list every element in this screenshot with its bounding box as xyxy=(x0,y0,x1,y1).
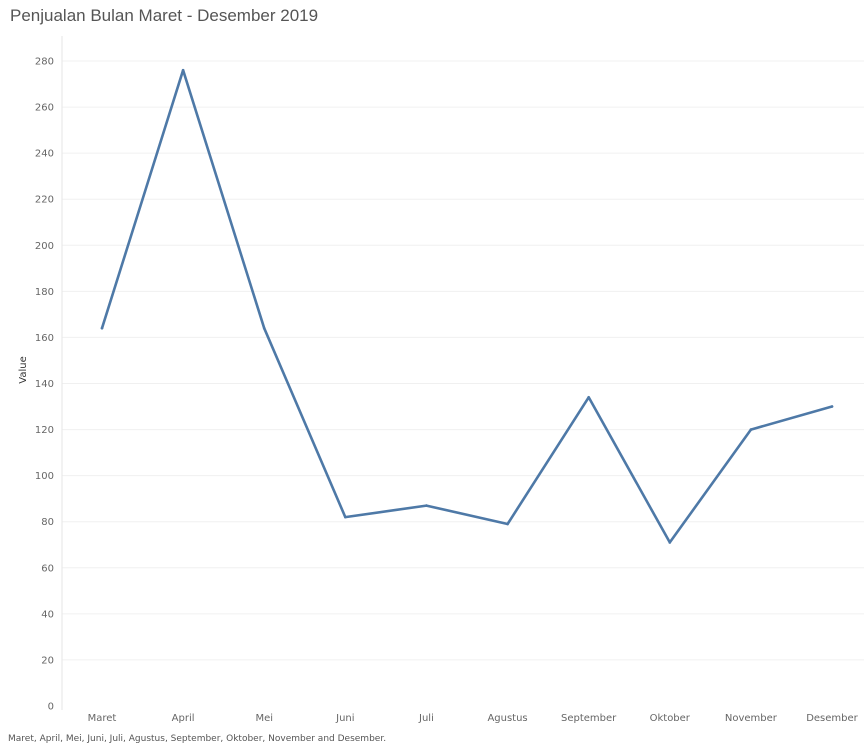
data-point xyxy=(344,515,347,519)
chart-title: Penjualan Bulan Maret - Desember 2019 xyxy=(10,6,319,25)
data-point xyxy=(506,522,509,526)
y-tick-label: 200 xyxy=(35,241,54,252)
data-point xyxy=(425,504,428,507)
x-tick-label: Juli xyxy=(418,713,434,724)
x-tick-label: September xyxy=(561,713,617,724)
x-tick-label: Mei xyxy=(255,713,273,724)
data-point xyxy=(749,428,753,431)
data-point xyxy=(262,326,266,330)
series-line xyxy=(100,68,834,544)
x-tick-label: Agustus xyxy=(487,713,527,724)
series-layer xyxy=(100,68,834,544)
y-tick-label: 180 xyxy=(35,287,54,298)
x-tick-label: November xyxy=(725,713,778,724)
y-tick-label: 80 xyxy=(41,517,54,528)
gridlines xyxy=(62,60,864,661)
y-axis-ticks: 0 20 40 60 80 100 120 140 160 180 200 220 240 260 280 xyxy=(35,57,54,713)
x-tick-label: Desember xyxy=(806,713,858,724)
y-tick-label: 160 xyxy=(35,333,54,344)
x-tick-label: April xyxy=(172,713,195,724)
data-point xyxy=(181,68,185,72)
y-tick-label: 100 xyxy=(35,471,54,482)
y-tick-label: 60 xyxy=(41,563,54,574)
x-tick-label: Juni xyxy=(335,713,354,724)
y-tick-label: 260 xyxy=(35,103,54,114)
y-tick-label: 280 xyxy=(35,57,54,68)
data-point xyxy=(587,396,590,399)
y-tick-label: 220 xyxy=(35,195,54,206)
y-tick-label: 0 xyxy=(48,702,54,713)
y-tick-label: 20 xyxy=(41,655,54,666)
chart-caption: Maret, April, Mei, Juni, Juli, Agustus, … xyxy=(8,734,387,744)
y-tick-label: 120 xyxy=(35,425,54,436)
data-point xyxy=(668,541,672,544)
y-tick-label: 240 xyxy=(35,149,54,160)
x-tick-label: Oktober xyxy=(650,713,691,724)
x-tick-label: Maret xyxy=(88,713,117,724)
data-point xyxy=(830,405,834,408)
y-tick-label: 40 xyxy=(41,609,54,620)
y-tick-label: 140 xyxy=(35,379,54,390)
x-axis-ticks: Maret April Mei Juni Juli Agustus September Okt… xyxy=(88,713,859,724)
y-axis-title: Value xyxy=(18,356,29,383)
data-point xyxy=(100,326,104,330)
